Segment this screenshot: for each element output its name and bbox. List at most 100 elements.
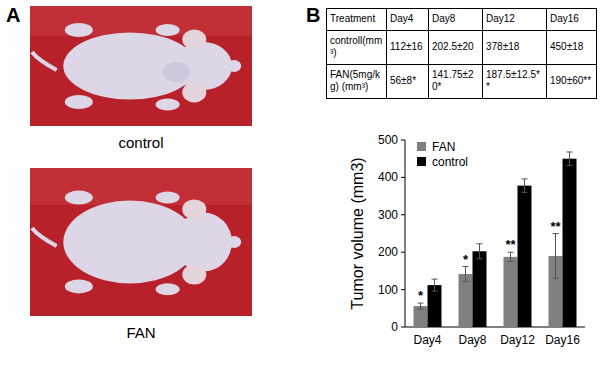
legend-swatch xyxy=(417,142,426,151)
mouse-leg xyxy=(156,192,180,204)
error-cap xyxy=(432,291,438,292)
error-stem xyxy=(465,267,466,282)
y-tick xyxy=(401,177,405,178)
table-cell: Day4 xyxy=(387,9,429,31)
data-table: TreatmentDay4Day8Day12Day16controll(mm³)… xyxy=(326,8,597,99)
table-cell: FAN(5mg/kg) (mm³) xyxy=(327,64,387,98)
error-bar xyxy=(418,303,424,309)
bar xyxy=(563,159,577,327)
y-tick xyxy=(401,327,405,328)
mouse-ear xyxy=(182,199,206,219)
table-cell: Treatment xyxy=(327,9,387,31)
figure: ABcontrolFANTumor volume (mm3)0100200300… xyxy=(0,0,600,369)
error-bar xyxy=(567,152,573,165)
bar xyxy=(518,186,532,327)
photo-background xyxy=(30,168,252,316)
mouse-snout xyxy=(227,236,241,248)
error-cap xyxy=(477,243,483,244)
y-axis xyxy=(405,140,406,327)
y-tick-label: 0 xyxy=(391,320,398,334)
error-stem xyxy=(555,234,556,279)
mouse-ear xyxy=(182,30,206,50)
error-cap xyxy=(432,279,438,280)
table-cell: Day8 xyxy=(429,9,483,31)
error-cap xyxy=(418,309,424,310)
legend-label: control xyxy=(432,155,468,169)
y-tick-label: 200 xyxy=(378,245,398,259)
photo xyxy=(30,6,252,126)
panel-label: B xyxy=(306,4,320,26)
table-row: controll(mm³)112±16202.5±20378±18450±18 xyxy=(327,30,597,64)
bar xyxy=(428,285,442,327)
photo-shade xyxy=(30,168,252,205)
error-bar xyxy=(522,179,528,192)
bar xyxy=(473,251,487,327)
mouse-body xyxy=(63,32,196,99)
error-stem xyxy=(510,252,511,261)
x-tick-label: Day4 xyxy=(413,333,441,347)
table-cell: 56±8* xyxy=(387,64,429,98)
table-cell: controll(mm³) xyxy=(327,30,387,64)
error-cap xyxy=(463,281,469,282)
error-cap xyxy=(522,178,528,179)
annotations: ****** xyxy=(418,219,562,304)
error-cap xyxy=(553,278,559,279)
error-bar xyxy=(508,252,514,261)
legend-swatch xyxy=(417,157,426,166)
y-tick-label: 500 xyxy=(378,133,398,147)
table-cell: 450±18 xyxy=(547,30,597,64)
mouse-head xyxy=(174,212,232,271)
x-tick-label: Day8 xyxy=(458,333,486,347)
error-cap xyxy=(567,151,573,152)
error-bar xyxy=(432,279,438,291)
bar xyxy=(414,306,428,327)
y-tick-label: 400 xyxy=(378,170,398,184)
error-stem xyxy=(569,152,570,165)
mouse-snout xyxy=(227,60,241,72)
table-row: FAN(5mg/kg) (mm³)56±8*141.75±20*187.5±12… xyxy=(327,64,597,98)
mouse-leg xyxy=(65,95,93,109)
legend-label: FAN xyxy=(432,140,455,154)
mouse-tail xyxy=(32,52,57,70)
photo-background xyxy=(30,6,252,126)
panel-label: A xyxy=(6,4,20,26)
legend: FANcontrol xyxy=(417,140,468,169)
error-stem xyxy=(420,303,421,309)
bar xyxy=(459,274,473,327)
mouse-tail xyxy=(32,228,57,246)
bars xyxy=(414,152,577,327)
y-tick xyxy=(401,214,405,215)
error-cap xyxy=(477,258,483,259)
bar xyxy=(504,257,518,327)
mouse-leg xyxy=(156,98,180,110)
mouse-ear xyxy=(182,82,206,102)
error-bar xyxy=(553,234,559,279)
table-cell: 378±18 xyxy=(483,30,547,64)
mouse-leg xyxy=(65,279,93,293)
table-cell: 187.5±12.5** xyxy=(483,64,547,98)
photo-caption: FAN xyxy=(126,324,155,341)
table-row: TreatmentDay4Day8Day12Day16 xyxy=(327,9,597,31)
table-cell: 202.5±20 xyxy=(429,30,483,64)
error-bar xyxy=(477,244,483,259)
photo-shade xyxy=(30,6,252,36)
error-stem xyxy=(434,279,435,291)
y-axis-label: Tumor volume (mm3) xyxy=(349,157,366,309)
table-cell: 141.75±20* xyxy=(429,64,483,98)
mouse-leg xyxy=(156,24,180,36)
tumor xyxy=(163,62,191,82)
significance: ** xyxy=(505,237,516,252)
significance: * xyxy=(463,252,469,267)
error-stem xyxy=(479,244,480,259)
table-cell: Day12 xyxy=(483,9,547,31)
photo xyxy=(30,168,252,316)
mouse-ear xyxy=(182,265,206,285)
y-tick xyxy=(401,289,405,290)
mouse-leg xyxy=(156,283,180,295)
significance: ** xyxy=(550,219,561,234)
error-stem xyxy=(524,179,525,192)
table-cell: 112±16 xyxy=(387,30,429,64)
error-bar xyxy=(463,267,469,282)
table-cell: 190±60** xyxy=(547,64,597,98)
y-tick xyxy=(401,252,405,253)
